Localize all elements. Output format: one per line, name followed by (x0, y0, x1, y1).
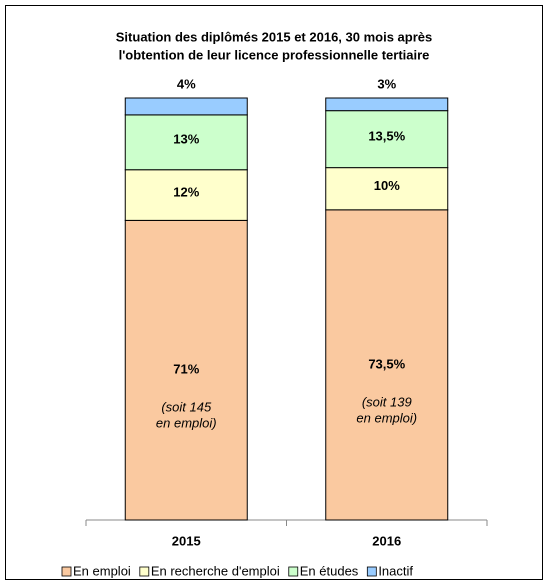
bar-segment (325, 209, 449, 521)
data-label: 10% (374, 178, 400, 193)
data-label: 71% (173, 362, 199, 377)
chart-title: Situation des diplômés 2015 et 2016, 30 … (116, 29, 432, 44)
chart-title: l'obtention de leur licence professionne… (119, 47, 430, 62)
data-label: 13% (173, 132, 199, 147)
bar-segment (124, 219, 248, 521)
legend-swatch (288, 566, 299, 577)
bar-segment (325, 167, 449, 211)
legend-swatch (366, 566, 377, 577)
bar-segment (124, 97, 248, 116)
data-label: 3% (377, 76, 396, 91)
annotation: (soit 145 (161, 400, 212, 415)
x-tick-label: 2016 (372, 533, 401, 548)
annotation: en emploi) (356, 410, 417, 425)
annotation: en emploi) (156, 416, 217, 431)
annotation: (soit 139 (362, 394, 412, 409)
legend-swatch (61, 566, 72, 577)
legend-label: Inactif (378, 563, 413, 578)
legend-label: En études (300, 563, 359, 578)
bar-segment (325, 110, 449, 169)
data-label: 13,5% (368, 129, 405, 144)
bar-segment (325, 97, 449, 112)
legend-swatch (139, 566, 150, 577)
legend-label: En emploi (73, 563, 131, 578)
data-label: 73,5% (368, 356, 405, 371)
data-label: 12% (173, 184, 199, 199)
bar-segment (124, 169, 248, 221)
chart-border (5, 5, 543, 580)
x-tick-label: 2015 (172, 533, 201, 548)
legend-label: En recherche d'emploi (151, 563, 280, 578)
data-label: 4% (177, 76, 196, 91)
bar-segment (124, 114, 248, 171)
